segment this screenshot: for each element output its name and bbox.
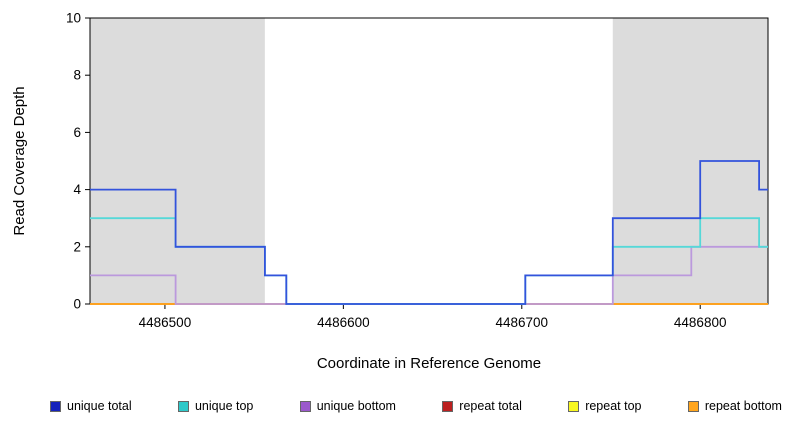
- legend-label: unique top: [194, 399, 254, 413]
- legend-label: unique total: [67, 399, 132, 413]
- legend-label: repeat top: [585, 399, 642, 413]
- series-line-unique-bottom: [90, 245, 768, 305]
- y-tick-label: 0: [73, 297, 81, 312]
- legend-swatch-icon: [442, 400, 454, 412]
- legend-swatch-icon: [687, 400, 699, 412]
- x-tick-label: 4486700: [495, 315, 548, 330]
- x-axis-title: Coordinate in Reference Genome: [317, 355, 541, 372]
- legend-item-repeat-total: repeat total: [442, 399, 522, 413]
- x-tick-label: 4486800: [674, 315, 727, 330]
- y-tick-label: 4: [73, 182, 81, 197]
- coverage-chart: Read Coverage Depth Coordinate in Refere…: [11, 11, 769, 372]
- x-tick-label: 4486500: [139, 315, 192, 330]
- legend-label: repeat bottom: [704, 399, 782, 413]
- y-tick-label: 10: [66, 11, 81, 26]
- legend-item-repeat-top: repeat top: [568, 399, 641, 413]
- legend-swatch-icon: [177, 400, 189, 412]
- y-axis-title: Read Coverage Depth: [11, 86, 28, 235]
- legend-item-unique-total: unique total: [50, 399, 132, 413]
- legend-swatch-icon: [568, 400, 580, 412]
- legend-item-unique-top: unique top: [177, 399, 254, 413]
- legend-item-unique-bottom: unique bottom: [299, 399, 396, 413]
- series-line-unique-total: [90, 160, 768, 305]
- legend-swatch-icon: [50, 400, 61, 412]
- shaded-region: [90, 18, 265, 304]
- legend-label: unique bottom: [316, 399, 396, 413]
- x-tick-label: 4486600: [317, 315, 370, 330]
- y-tick-label: 2: [73, 239, 81, 254]
- legend-label: repeat total: [459, 399, 522, 413]
- legend-swatch-icon: [299, 400, 311, 412]
- legend-item-repeat-bottom: repeat bottom: [687, 399, 782, 413]
- y-tick-label: 6: [73, 125, 81, 140]
- legend: unique total unique top unique bottom repea…: [50, 399, 782, 413]
- y-tick-label: 8: [73, 68, 81, 83]
